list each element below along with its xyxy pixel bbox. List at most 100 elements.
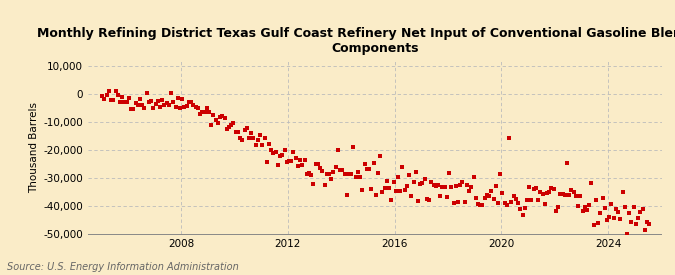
Point: [357, 188, 368, 192]
Point: [519, 206, 530, 211]
Point: [642, 220, 653, 224]
Point: [248, 136, 259, 140]
Point: [344, 172, 354, 176]
Point: [210, 118, 221, 122]
Point: [239, 128, 250, 132]
Point: [335, 168, 346, 172]
Point: [319, 182, 330, 187]
Point: [130, 101, 141, 105]
Point: [279, 147, 290, 152]
Point: [284, 159, 294, 163]
Point: [134, 97, 145, 101]
Point: [199, 110, 210, 115]
Point: [502, 203, 512, 207]
Point: [510, 196, 521, 201]
Point: [179, 105, 190, 109]
Point: [404, 173, 414, 178]
Point: [373, 171, 383, 176]
Point: [608, 216, 619, 220]
Point: [308, 182, 319, 186]
Point: [252, 138, 263, 143]
Point: [225, 123, 236, 127]
Point: [190, 104, 201, 109]
Point: [317, 169, 328, 173]
Point: [259, 135, 270, 140]
Point: [159, 102, 170, 107]
Point: [266, 147, 277, 152]
Point: [626, 219, 637, 224]
Point: [424, 198, 435, 202]
Point: [350, 175, 361, 180]
Point: [500, 201, 510, 206]
Point: [170, 105, 181, 110]
Point: [110, 89, 121, 93]
Point: [544, 190, 555, 194]
Point: [419, 177, 430, 181]
Point: [237, 138, 248, 142]
Point: [635, 210, 646, 214]
Point: [541, 191, 552, 195]
Y-axis label: Thousand Barrels: Thousand Barrels: [29, 102, 39, 192]
Point: [508, 194, 519, 198]
Point: [459, 200, 470, 204]
Point: [115, 99, 126, 104]
Point: [153, 98, 163, 103]
Point: [244, 136, 254, 140]
Point: [250, 142, 261, 147]
Point: [352, 170, 363, 175]
Point: [431, 184, 441, 188]
Point: [393, 174, 404, 179]
Point: [484, 194, 495, 198]
Point: [257, 143, 268, 147]
Point: [517, 213, 528, 217]
Point: [321, 172, 332, 176]
Point: [326, 177, 337, 181]
Point: [562, 160, 572, 165]
Point: [551, 209, 562, 213]
Point: [192, 106, 203, 111]
Point: [281, 160, 292, 164]
Point: [99, 97, 110, 101]
Point: [577, 209, 588, 214]
Point: [504, 136, 514, 140]
Point: [197, 110, 208, 114]
Point: [470, 196, 481, 200]
Point: [368, 161, 379, 166]
Point: [383, 186, 394, 190]
Point: [443, 170, 454, 175]
Point: [515, 207, 526, 212]
Point: [535, 190, 545, 194]
Point: [570, 194, 581, 198]
Point: [366, 186, 377, 191]
Point: [639, 228, 650, 232]
Point: [232, 130, 243, 134]
Point: [128, 106, 139, 111]
Point: [330, 164, 341, 169]
Point: [215, 115, 225, 119]
Point: [106, 98, 117, 102]
Point: [182, 104, 192, 109]
Point: [208, 113, 219, 117]
Point: [582, 207, 593, 212]
Point: [295, 158, 306, 163]
Point: [433, 183, 443, 188]
Text: Source: U.S. Energy Information Administration: Source: U.S. Energy Information Administ…: [7, 262, 238, 272]
Point: [337, 167, 348, 172]
Point: [428, 183, 439, 187]
Point: [175, 106, 186, 111]
Point: [299, 158, 310, 163]
Point: [491, 183, 502, 188]
Point: [328, 170, 339, 175]
Point: [150, 102, 161, 106]
Point: [177, 97, 188, 101]
Point: [213, 121, 223, 125]
Point: [137, 103, 148, 107]
Point: [333, 148, 344, 153]
Point: [606, 202, 617, 206]
Point: [524, 185, 535, 189]
Point: [448, 201, 459, 206]
Point: [493, 200, 504, 205]
Point: [548, 187, 559, 192]
Point: [426, 180, 437, 185]
Point: [286, 158, 296, 163]
